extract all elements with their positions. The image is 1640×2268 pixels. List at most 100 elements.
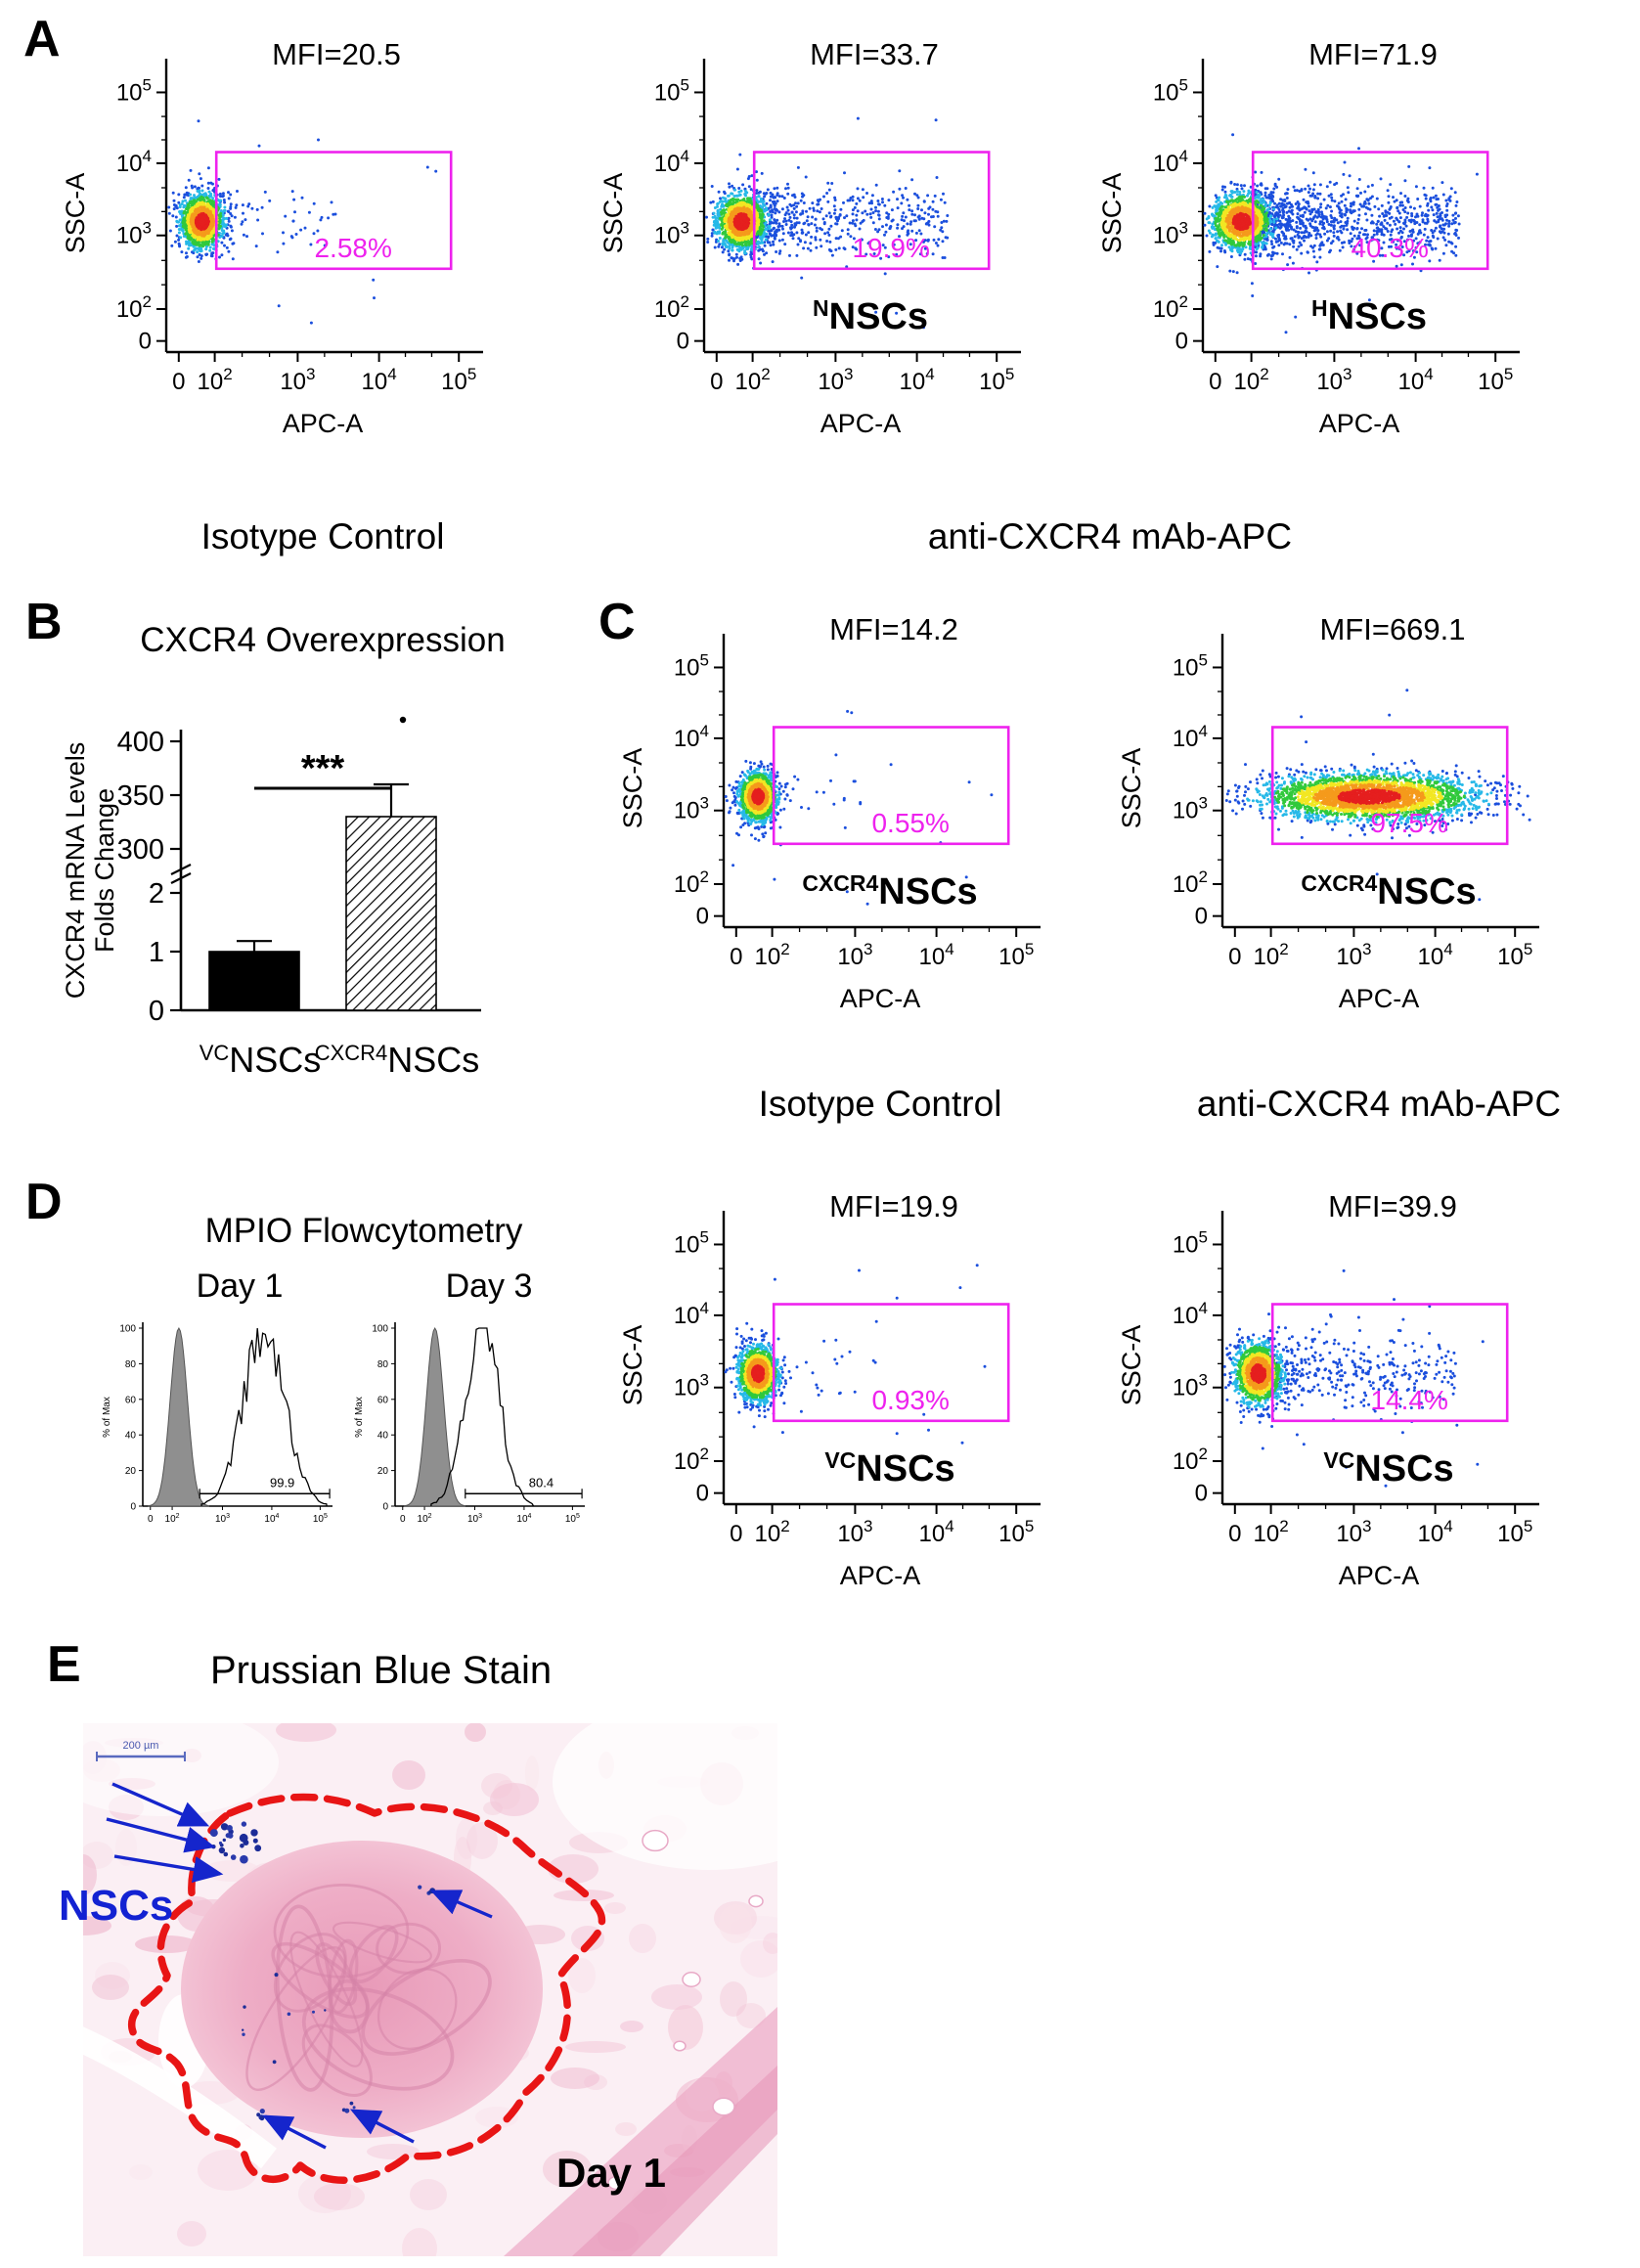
panel-label-e: E — [47, 1639, 81, 1690]
svg-text:102: 102 — [654, 292, 689, 323]
prussian-blue-dot — [223, 1839, 226, 1842]
gate-percent: 19.9% — [852, 233, 929, 263]
prussian-blue-dot — [324, 2009, 326, 2011]
svg-text:105: 105 — [116, 75, 152, 106]
flow-plot-canvas: 01021031041050 102 103 104 105SSC-AAPC-A2.58… — [59, 39, 489, 442]
gate-percent: 14.4% — [1370, 1385, 1447, 1415]
flow-plot-canvas: 01021031041050 102 103 104 105SSC-AAPC-A97.5… — [1115, 614, 1545, 1017]
flow-plot-canvas: 01021031041050 102 103 104 105SSC-AAPC-A0.55… — [616, 614, 1046, 1017]
bar-category-label: CXCR4NSCs — [315, 1040, 480, 1080]
mfi-text: MFI=20.5 — [272, 39, 401, 71]
x-axis-label: APC-A — [283, 409, 364, 438]
caption-isotype-control-a: Isotype Control — [127, 516, 518, 557]
cell-type-label: CXCR4NSCs — [1301, 870, 1476, 912]
svg-text:105: 105 — [654, 75, 689, 106]
bar-y-label-1: CXCR4 mRNA Levels — [61, 742, 90, 1000]
flow-plot-d-day3: 0 102 103 104 105 0 102 103 104 105 SSC-A APC-A 14.4… — [1115, 1191, 1545, 1594]
svg-text:105: 105 — [1153, 75, 1188, 106]
gate-percent: 0.55% — [871, 808, 949, 838]
mfi-text: MFI=33.7 — [810, 39, 939, 71]
flow-plot-canvas: 01021031041050 102 103 104 105SSC-AAPC-A19.9… — [597, 39, 1027, 442]
prussian-blue-dot — [253, 1839, 258, 1844]
svg-text:105: 105 — [441, 365, 476, 395]
scatter-cloud — [724, 1264, 986, 1444]
sample-peak — [201, 1328, 327, 1506]
x-axis-label: APC-A — [840, 1561, 921, 1590]
svg-text:104: 104 — [900, 365, 935, 395]
svg-text:0: 0 — [1175, 329, 1188, 355]
prussian-blue-dot — [250, 1829, 257, 1836]
mfi-text: MFI=19.9 — [829, 1191, 958, 1223]
prussian-blue-dot — [344, 2109, 349, 2113]
svg-text:103: 103 — [280, 365, 315, 395]
prussian-blue-dot — [242, 2029, 244, 2031]
panel-label-d: D — [25, 1177, 63, 1227]
svg-text:0: 0 — [172, 369, 185, 395]
cell-type-label: VCNSCs — [1323, 1447, 1453, 1490]
control-peak — [405, 1328, 465, 1506]
prussian-blue-dot — [219, 1842, 222, 1845]
svg-text:105: 105 — [979, 365, 1014, 395]
bar-0 — [209, 952, 299, 1010]
mfi-text: MFI=669.1 — [1319, 614, 1465, 646]
prussian-blue-dot — [288, 2013, 291, 2017]
prussian-blue-dot — [224, 1852, 229, 1857]
prussian-blue-dot — [228, 1833, 234, 1839]
svg-text:0: 0 — [677, 329, 689, 355]
histogram-day3: 0 20 40 60 80 100 0 102 103 104 105% of Max 80.4 — [350, 1311, 595, 1570]
svg-text:104: 104 — [116, 147, 152, 177]
marker-percent: 80.4 — [529, 1475, 554, 1490]
histogram-day1: 0 20 40 60 80 100 0 102 103 104 105% of Max 99.9 — [98, 1311, 342, 1570]
bar-1 — [346, 817, 436, 1010]
flow-plot-c-anti-cxcr4: 0 102 103 104 105 0 102 103 104 105 SSC-A APC-A 97.5… — [1115, 614, 1545, 1017]
svg-text:103: 103 — [116, 219, 152, 249]
prussian-blue-dot — [353, 2106, 356, 2109]
svg-text:102: 102 — [1153, 292, 1188, 323]
svg-text:104: 104 — [362, 365, 397, 395]
hist-y-label: % of Max — [102, 1397, 112, 1438]
panel-d-title: MPIO Flowcytometry — [110, 1213, 618, 1251]
flow-plot-canvas: 01021031041050 102 103 104 105SSC-AAPC-A40.3… — [1095, 39, 1526, 442]
control-peak — [149, 1328, 209, 1506]
prussian-blue-dot — [219, 1847, 225, 1853]
panel-b-title: CXCR4 Overexpression — [68, 622, 577, 660]
prussian-blue-dot — [242, 2033, 244, 2036]
flow-plot-a-isotype: 0 102 103 104 105 0 102 103 104 105 SSC-A APC-A 2.58… — [59, 39, 489, 442]
svg-text:102: 102 — [1234, 365, 1269, 395]
y-axis-label: SSC-A — [1117, 748, 1146, 829]
panel-e-title: Prussian Blue Stain — [210, 1649, 758, 1692]
svg-text:0: 0 — [1209, 369, 1221, 395]
prussian-blue-dot — [210, 1829, 218, 1837]
cell-type-label: VCNSCs — [824, 1447, 954, 1490]
cell-type-label: HNSCs — [1311, 295, 1427, 337]
y-axis-label: SSC-A — [61, 173, 90, 254]
gate-percent: 2.58% — [314, 233, 391, 263]
y-axis-label: SSC-A — [618, 748, 647, 829]
svg-text:104: 104 — [1398, 365, 1434, 395]
flow-plot-a-n-nscs: 0 102 103 104 105 0 102 103 104 105 SSC-A APC-A 19.9… — [597, 39, 1027, 442]
panel-label-b: B — [25, 597, 63, 647]
svg-text:103: 103 — [818, 365, 853, 395]
prussian-blue-dot — [240, 1855, 248, 1864]
prussian-blue-dot — [273, 2060, 277, 2064]
svg-text:104: 104 — [654, 147, 689, 177]
cell-type-label: NNSCs — [813, 295, 928, 337]
svg-text:103: 103 — [1316, 365, 1352, 395]
x-axis-label: APC-A — [1319, 409, 1400, 438]
scale-bar-label: 200 µm — [123, 1740, 159, 1752]
prussian-blue-dot — [260, 2109, 265, 2113]
svg-text:105: 105 — [1478, 365, 1513, 395]
svg-text:102: 102 — [116, 292, 152, 323]
flow-plot-c-isotype: 0 102 103 104 105 0 102 103 104 105 SSC-A APC-A 0.55… — [616, 614, 1046, 1017]
caption-isotype-control-c: Isotype Control — [685, 1084, 1076, 1125]
mfi-text: MFI=14.2 — [829, 614, 958, 646]
day3-subtitle: Day 3 — [391, 1267, 587, 1306]
svg-text:104: 104 — [1153, 147, 1188, 177]
prussian-blue-dot — [256, 2112, 260, 2116]
y-axis-label: SSC-A — [618, 1325, 647, 1406]
bar-y-label-2: Folds Change — [90, 788, 119, 953]
bar-category-label: VCNSCs — [199, 1040, 322, 1080]
histogram-canvas: 0204060801000 102 103 104 105% of Max99.9 — [98, 1311, 342, 1570]
gate-percent: 97.5% — [1370, 808, 1447, 838]
prussian-blue-dot — [254, 1845, 261, 1851]
